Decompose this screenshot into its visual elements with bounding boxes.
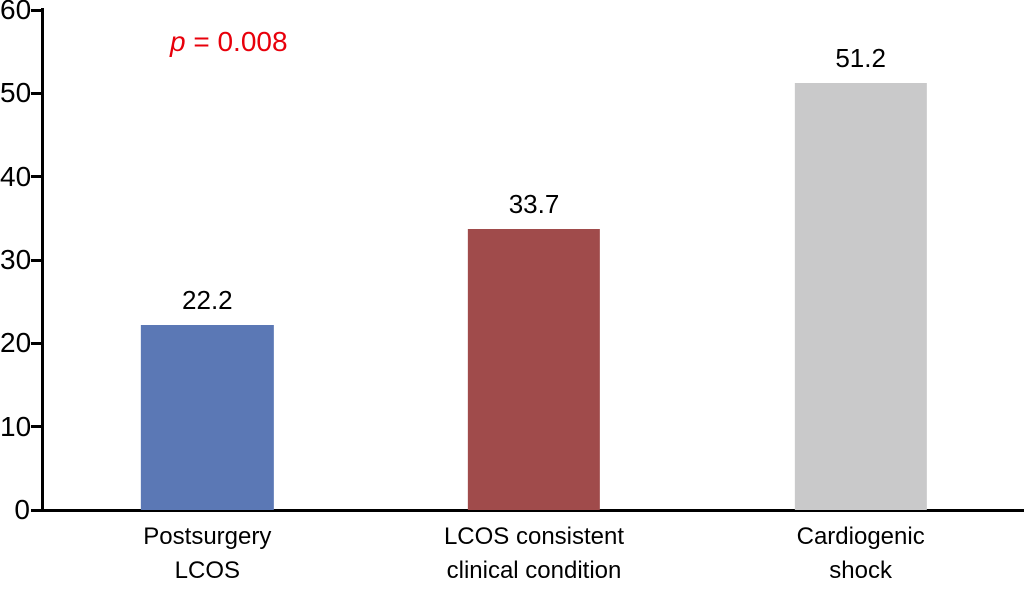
x-category-label: Cardiogenic shock [796,523,925,584]
p-value-annotation: p = 0.008 [170,26,288,58]
bar-group: 51.2 [794,10,927,510]
y-tick-label: 20 [0,327,32,359]
plot-area: p = 0.008 22.2 33.7 51.2 [44,10,1024,510]
y-tick [31,425,41,429]
bar-value-label: 22.2 [182,285,233,315]
y-tick [31,8,41,12]
y-axis-line [41,8,44,512]
y-tick-label: 60 [0,0,32,25]
bar-value-label: 51.2 [835,43,886,74]
y-axis: 0 10 20 30 40 50 60 [0,0,44,525]
x-category-label: Postsurgery LCOS [143,523,272,584]
y-tick [31,91,41,95]
bar-group: 22.2 [141,10,274,510]
p-symbol: p [170,26,186,57]
y-tick-label: 50 [0,77,32,109]
y-tick-label: 10 [0,410,32,442]
x-axis-line [41,509,1024,512]
y-tick-label: 40 [0,160,32,192]
x-category-label: LCOS consistent clinical condition [443,523,625,584]
bar [794,83,927,510]
y-tick [31,508,41,512]
bar-group: 33.7 [467,10,601,510]
y-tick-label: 0 [14,494,30,525]
p-value-text: = 0.008 [185,26,288,57]
y-tick [31,258,41,262]
x-axis-labels: Postsurgery LCOS LCOS consistent clinical… [44,514,1024,592]
y-tick-label: 30 [0,244,32,275]
y-tick [31,175,41,179]
y-tick [31,341,41,345]
bar-value-label: 33.7 [508,189,560,220]
bar [467,229,601,510]
bar [141,325,274,510]
